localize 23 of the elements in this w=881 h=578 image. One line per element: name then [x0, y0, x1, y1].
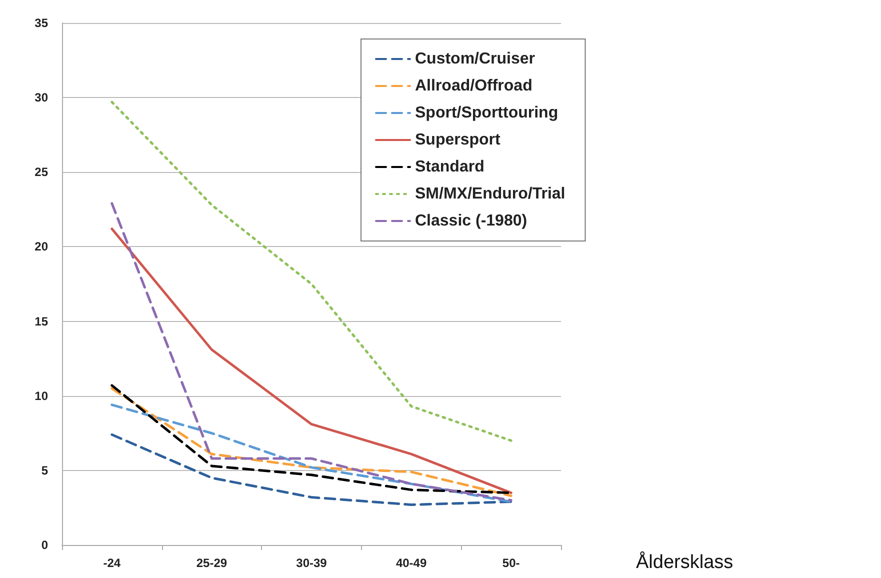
legend-label: Classic (-1980)	[415, 212, 528, 230]
line-series	[110, 433, 512, 506]
y-tick-label: 35	[34, 16, 48, 30]
line-series	[110, 404, 512, 503]
legend-label: Standard	[415, 158, 484, 176]
y-tick-label: 15	[34, 314, 48, 328]
x-tick-label: 50-	[502, 556, 520, 570]
x-axis-title: Åldersklass	[636, 551, 734, 573]
x-tick-label: -24	[103, 556, 121, 570]
y-tick-label: 20	[34, 240, 48, 254]
x-tick-label: 40-49	[396, 556, 427, 570]
x-tick-label: 25-29	[196, 556, 228, 570]
y-tick-label: 0	[41, 538, 48, 552]
y-tick-label: 30	[34, 90, 48, 105]
legend-label: Allroad/Offroad	[415, 78, 532, 94]
y-tick-label: 5	[41, 463, 48, 478]
legend-label: Custom/Cruiser	[415, 50, 536, 68]
legend-label: Supersport	[415, 132, 502, 148]
y-tick-label: 25	[34, 165, 48, 180]
y-tick-label: 10	[34, 388, 48, 403]
x-tick-label: 30-39	[296, 556, 328, 570]
legend-label: Sport/Sporttouring	[415, 104, 558, 122]
legend-label: SM/MX/Enduro/Trial	[415, 186, 566, 202]
